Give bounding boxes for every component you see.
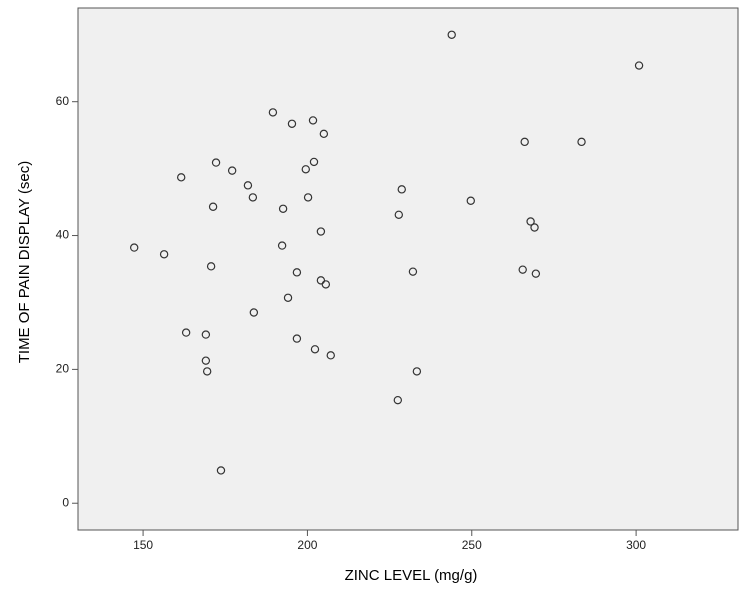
point (202, 367, 212, 376)
point (181, 328, 191, 337)
point (518, 265, 527, 274)
y-axis-label: TIME OF PAIN DISPLAY (sec) (16, 161, 33, 364)
point (412, 367, 422, 376)
point (292, 334, 302, 343)
point (248, 193, 258, 202)
point (283, 293, 293, 302)
point (577, 137, 586, 147)
point (201, 356, 211, 365)
point (397, 185, 406, 194)
point (393, 395, 403, 405)
point (301, 165, 310, 174)
point (292, 268, 302, 277)
point (408, 267, 418, 276)
y-tick-label: 40 (56, 228, 70, 242)
point (206, 262, 216, 271)
point (321, 280, 331, 289)
point (316, 276, 326, 285)
point (520, 137, 529, 147)
point (309, 157, 319, 167)
point (326, 351, 335, 360)
point (268, 108, 278, 117)
point (211, 158, 221, 167)
x-tick-label: 200 (297, 538, 317, 552)
point (243, 181, 253, 190)
point (319, 129, 329, 139)
point (278, 204, 288, 213)
point (308, 116, 318, 125)
point (177, 173, 186, 182)
y-tick-label: 60 (56, 94, 70, 108)
point (531, 269, 541, 278)
point (316, 227, 326, 236)
point (530, 223, 539, 232)
x-tick-label: 250 (462, 538, 482, 552)
point (208, 202, 218, 211)
point (159, 250, 169, 259)
point (277, 241, 287, 250)
point (227, 166, 237, 175)
point (394, 210, 403, 219)
plot-area (77, 7, 739, 531)
point (130, 243, 139, 252)
point (310, 345, 320, 354)
point (216, 466, 226, 475)
point (201, 330, 211, 339)
x-axis-label: ZINC LEVEL (mg/g) (345, 567, 478, 584)
point (466, 196, 475, 205)
y-tick-label: 20 (56, 362, 70, 376)
x-tick-label: 150 (133, 538, 153, 552)
point (526, 217, 535, 226)
point (447, 30, 456, 39)
point (634, 61, 644, 70)
point (249, 308, 259, 317)
y-tick-label: 0 (62, 495, 69, 509)
x-tick-label: 300 (626, 538, 646, 552)
point (287, 119, 297, 128)
point (303, 193, 313, 202)
